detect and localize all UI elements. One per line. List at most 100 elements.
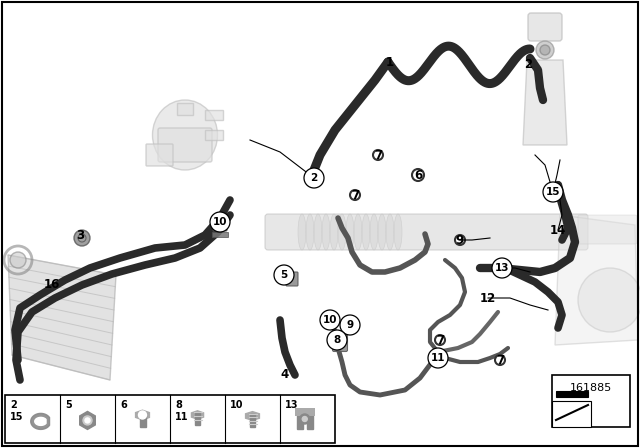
Polygon shape — [8, 255, 116, 380]
Circle shape — [320, 310, 340, 330]
Ellipse shape — [378, 214, 386, 250]
Polygon shape — [35, 418, 46, 426]
Text: 10: 10 — [230, 400, 243, 410]
Text: 12: 12 — [480, 292, 496, 305]
Text: 8
11: 8 11 — [175, 400, 189, 422]
Text: 6: 6 — [120, 400, 127, 410]
Circle shape — [492, 258, 512, 278]
Ellipse shape — [362, 214, 370, 250]
Bar — [305, 408, 315, 416]
Polygon shape — [555, 215, 638, 345]
Polygon shape — [31, 414, 49, 429]
Ellipse shape — [314, 214, 322, 250]
Ellipse shape — [394, 214, 402, 250]
Text: 5: 5 — [65, 400, 72, 410]
Bar — [5, 395, 335, 443]
FancyBboxPatch shape — [578, 215, 637, 244]
Circle shape — [327, 330, 347, 350]
Text: 16: 16 — [44, 279, 60, 292]
Circle shape — [455, 235, 465, 245]
Bar — [552, 401, 591, 427]
Text: 7: 7 — [374, 148, 382, 161]
Circle shape — [10, 252, 26, 268]
Text: 3: 3 — [76, 228, 84, 241]
Bar — [552, 375, 630, 427]
Ellipse shape — [322, 214, 330, 250]
FancyBboxPatch shape — [528, 13, 562, 41]
Polygon shape — [136, 410, 149, 420]
FancyBboxPatch shape — [333, 335, 348, 352]
Text: 9: 9 — [346, 320, 353, 330]
Ellipse shape — [386, 214, 394, 250]
Bar — [295, 408, 305, 416]
Bar — [212, 232, 228, 237]
Circle shape — [543, 182, 563, 202]
Text: 10: 10 — [212, 217, 227, 227]
Polygon shape — [297, 414, 303, 429]
Polygon shape — [80, 411, 95, 430]
Circle shape — [300, 414, 310, 424]
Bar — [140, 413, 145, 427]
Circle shape — [435, 335, 445, 345]
Bar — [195, 413, 200, 425]
FancyBboxPatch shape — [158, 128, 212, 162]
Ellipse shape — [338, 214, 346, 250]
Text: 10: 10 — [323, 315, 337, 325]
Text: 13: 13 — [495, 263, 509, 273]
Circle shape — [274, 265, 294, 285]
Text: 14: 14 — [550, 224, 566, 237]
Ellipse shape — [330, 214, 338, 250]
Text: 161885: 161885 — [570, 383, 612, 393]
Circle shape — [536, 41, 554, 59]
FancyBboxPatch shape — [286, 272, 298, 286]
Circle shape — [85, 418, 90, 423]
Text: 5: 5 — [280, 270, 287, 280]
Circle shape — [74, 230, 90, 246]
Circle shape — [302, 417, 307, 422]
Circle shape — [350, 190, 360, 200]
Circle shape — [340, 315, 360, 335]
Bar — [556, 391, 588, 397]
Text: 8: 8 — [333, 335, 340, 345]
Bar — [205, 110, 223, 120]
Text: 7: 7 — [351, 189, 359, 202]
FancyBboxPatch shape — [213, 221, 227, 231]
Circle shape — [495, 355, 505, 365]
Text: 4: 4 — [281, 369, 289, 382]
Polygon shape — [307, 414, 313, 429]
Polygon shape — [191, 411, 204, 419]
Text: 2: 2 — [524, 57, 532, 70]
Circle shape — [412, 169, 424, 181]
Text: 7: 7 — [436, 333, 444, 346]
Circle shape — [373, 150, 383, 160]
Ellipse shape — [346, 214, 354, 250]
Bar — [177, 103, 193, 115]
Ellipse shape — [306, 214, 314, 250]
Circle shape — [578, 268, 640, 332]
Circle shape — [83, 416, 92, 425]
Text: 7: 7 — [496, 353, 504, 366]
Text: 11: 11 — [431, 353, 445, 363]
Text: 15: 15 — [546, 187, 560, 197]
Circle shape — [428, 348, 448, 368]
Bar — [205, 130, 223, 140]
Bar — [250, 414, 255, 427]
Ellipse shape — [298, 214, 306, 250]
Circle shape — [304, 168, 324, 188]
Ellipse shape — [354, 214, 362, 250]
Text: 13: 13 — [285, 400, 298, 410]
Ellipse shape — [152, 100, 218, 170]
Text: 2
15: 2 15 — [10, 400, 24, 422]
Circle shape — [540, 45, 550, 55]
Circle shape — [210, 212, 230, 232]
Text: 1: 1 — [386, 56, 394, 69]
Circle shape — [138, 411, 147, 419]
FancyBboxPatch shape — [146, 144, 173, 166]
Text: 6: 6 — [414, 168, 422, 181]
Polygon shape — [246, 412, 259, 420]
Ellipse shape — [370, 214, 378, 250]
FancyBboxPatch shape — [265, 214, 588, 250]
Text: 2: 2 — [310, 173, 317, 183]
Text: 9: 9 — [456, 233, 464, 246]
Polygon shape — [523, 60, 567, 145]
